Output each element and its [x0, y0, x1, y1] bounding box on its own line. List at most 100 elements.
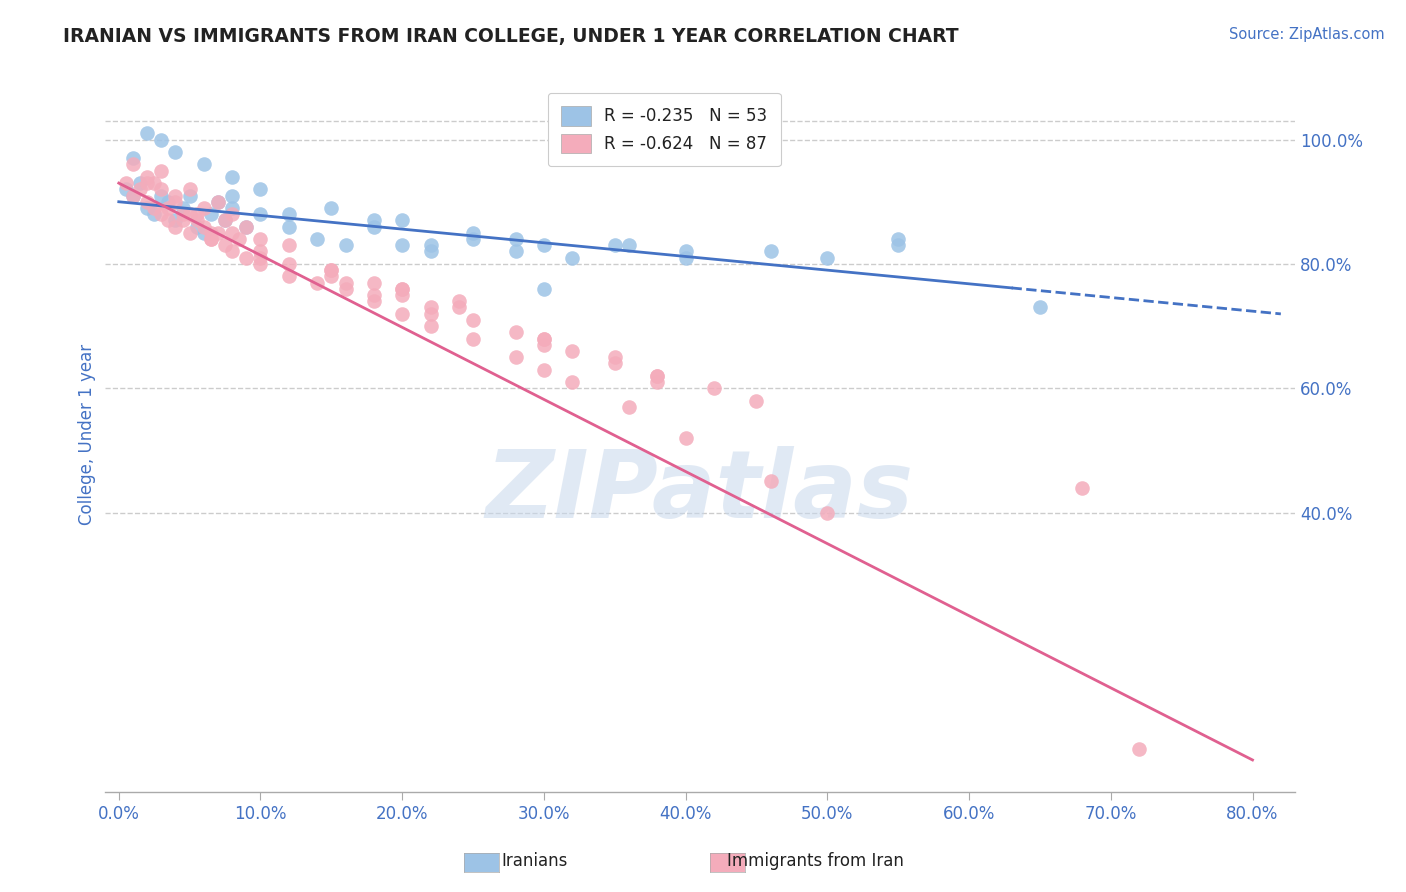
Point	[391, 213, 413, 227]
Point	[675, 251, 697, 265]
Point	[461, 232, 484, 246]
Point	[150, 207, 173, 221]
Point	[391, 282, 413, 296]
Point	[887, 232, 910, 246]
Point	[221, 169, 243, 184]
Point	[533, 238, 555, 252]
Point	[249, 207, 271, 221]
Point	[505, 244, 527, 259]
Point	[391, 307, 413, 321]
Point	[363, 213, 385, 227]
Point	[200, 232, 222, 246]
Point	[122, 188, 145, 202]
Point	[321, 263, 343, 277]
Legend: R = -0.235   N = 53, R = -0.624   N = 87: R = -0.235 N = 53, R = -0.624 N = 87	[547, 93, 780, 167]
Point	[129, 182, 152, 196]
Point	[533, 332, 555, 346]
Point	[221, 226, 243, 240]
Point	[165, 188, 187, 202]
Point	[172, 207, 194, 221]
Point	[179, 182, 201, 196]
Point	[815, 506, 838, 520]
Point	[321, 263, 343, 277]
Point	[179, 188, 201, 202]
Point	[157, 213, 180, 227]
Point	[603, 350, 626, 364]
Point	[1029, 301, 1052, 315]
Point	[645, 368, 668, 383]
Point	[505, 350, 527, 364]
Point	[335, 276, 357, 290]
Point	[228, 232, 250, 246]
Point	[143, 207, 166, 221]
Point	[447, 301, 470, 315]
Point	[703, 381, 725, 395]
Point	[363, 288, 385, 302]
Y-axis label: College, Under 1 year: College, Under 1 year	[79, 344, 96, 525]
Point	[115, 176, 138, 190]
Point	[249, 251, 271, 265]
Point	[207, 194, 229, 209]
Text: ZIPatlas: ZIPatlas	[485, 446, 914, 538]
Point	[150, 182, 173, 196]
Point	[136, 169, 159, 184]
Point	[505, 326, 527, 340]
Point	[221, 188, 243, 202]
Point	[136, 194, 159, 209]
Point	[122, 151, 145, 165]
Point	[115, 182, 138, 196]
Point	[172, 201, 194, 215]
Text: Iranians: Iranians	[501, 852, 568, 870]
Point	[207, 194, 229, 209]
Point	[887, 238, 910, 252]
Point	[249, 244, 271, 259]
Point	[129, 176, 152, 190]
Point	[321, 201, 343, 215]
Point	[419, 301, 441, 315]
Point	[419, 307, 441, 321]
Point	[179, 226, 201, 240]
Point	[143, 201, 166, 215]
Point	[186, 219, 208, 234]
Point	[307, 276, 329, 290]
Point	[277, 269, 299, 284]
Point	[391, 238, 413, 252]
Point	[307, 232, 329, 246]
Point	[214, 213, 236, 227]
Point	[745, 393, 768, 408]
Point	[172, 213, 194, 227]
Point	[235, 219, 257, 234]
Point	[603, 356, 626, 370]
Point	[419, 244, 441, 259]
Point	[122, 188, 145, 202]
Point	[136, 176, 159, 190]
Point	[186, 207, 208, 221]
Point	[277, 207, 299, 221]
Point	[249, 232, 271, 246]
Text: Source: ZipAtlas.com: Source: ZipAtlas.com	[1229, 27, 1385, 42]
Point	[335, 282, 357, 296]
Point	[200, 226, 222, 240]
Point	[193, 219, 215, 234]
Point	[235, 219, 257, 234]
Point	[447, 294, 470, 309]
Point	[561, 251, 583, 265]
Point	[143, 176, 166, 190]
Point	[461, 226, 484, 240]
Point	[675, 431, 697, 445]
Point	[645, 368, 668, 383]
Point	[461, 332, 484, 346]
Point	[207, 226, 229, 240]
Point	[815, 251, 838, 265]
Point	[157, 194, 180, 209]
Point	[533, 337, 555, 351]
Point	[617, 400, 640, 414]
Point	[321, 269, 343, 284]
Point	[122, 157, 145, 171]
Point	[157, 201, 180, 215]
Point	[533, 332, 555, 346]
Point	[335, 238, 357, 252]
Point	[461, 313, 484, 327]
Point	[221, 207, 243, 221]
Point	[179, 207, 201, 221]
